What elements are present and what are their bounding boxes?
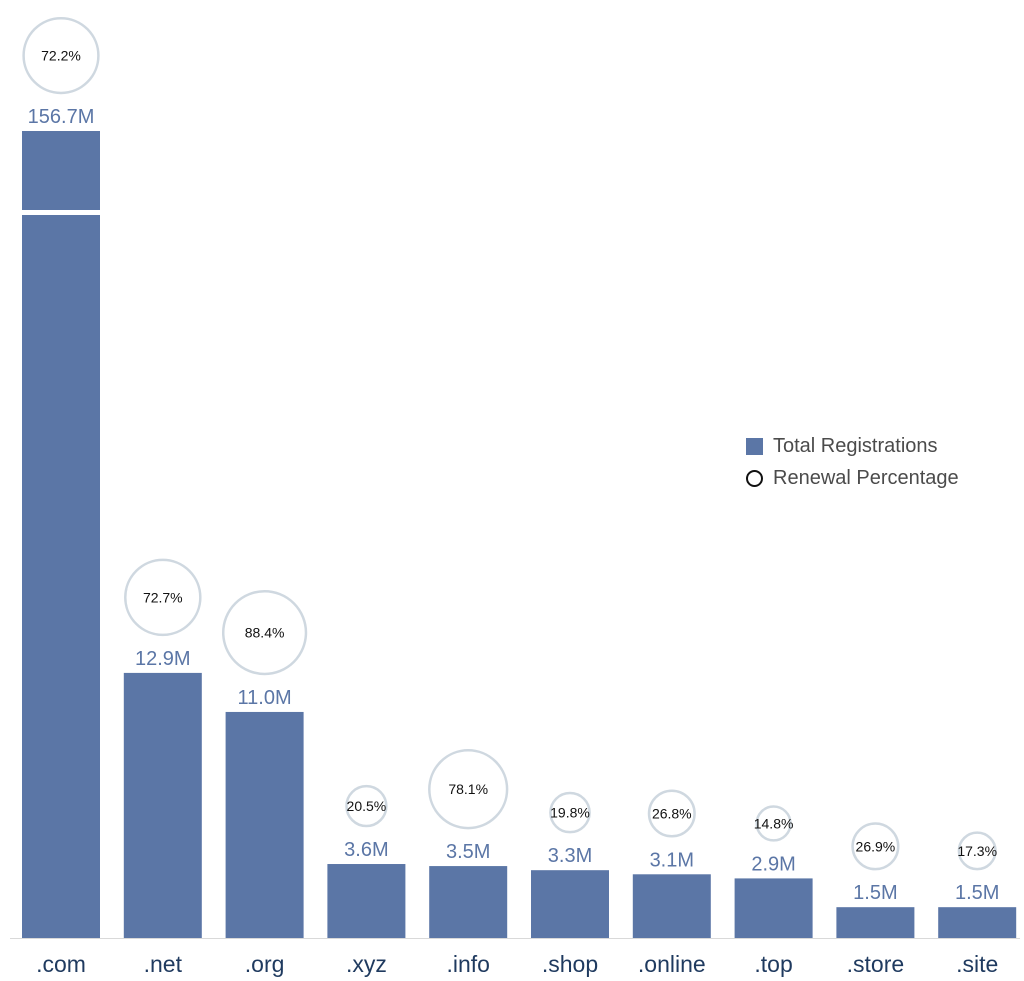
bar [429, 866, 508, 938]
renewal-percentage-label: 78.1% [448, 781, 488, 797]
legend-item-renewal-percentage: Renewal Percentage [746, 462, 1006, 494]
axis-break-layer [21, 210, 101, 215]
renewal-circle [957, 831, 997, 871]
category-label: .com [36, 951, 86, 977]
bar [225, 711, 304, 938]
renewal-percentage-label: 14.8% [754, 815, 794, 831]
bar [836, 907, 915, 938]
renewal-circle [428, 749, 509, 830]
bar [123, 672, 202, 938]
bar [327, 864, 406, 938]
bar-value-label: 1.5M [853, 882, 897, 904]
legend: Total Registrations Renewal Percentage [746, 430, 1006, 494]
bars-layer [22, 131, 1017, 938]
renewal-circle [647, 789, 696, 838]
legend-label: Renewal Percentage [773, 466, 959, 489]
bar-value-label: 1.5M [955, 882, 999, 904]
legend-circle-icon [746, 469, 763, 487]
category-labels-layer: .com .net .org .xyz .info .shop .online .top .st… [36, 951, 998, 977]
bar-value-label: 3.6M [344, 839, 388, 861]
category-label: .xyz [346, 951, 387, 977]
bar-value-label: 3.1M [650, 849, 694, 871]
renewal-percentage-label: 26.8% [652, 806, 692, 822]
bar-value-label: 2.9M [751, 853, 795, 875]
renewal-percentage-label: 26.9% [856, 838, 896, 854]
axis-break-gap [21, 210, 101, 215]
renewal-circle [851, 822, 900, 871]
renewal-percentage-label: 88.4% [245, 625, 285, 641]
bar-value-label: 3.5M [446, 841, 490, 863]
renewal-percentage-label: 72.7% [143, 589, 183, 605]
bar-value-label: 3.3M [548, 845, 592, 867]
renewal-circle [345, 784, 388, 828]
legend-label: Total Registrations [773, 434, 938, 457]
bar-labels-layer: 156.7M 12.9M 11.0M 3.6M 3.5M 3.3M 3.1M 2.9M 1.5M… [28, 106, 1000, 904]
renewal-percentage-label: 72.2% [41, 48, 81, 64]
bar-value-label: 11.0M [238, 687, 292, 709]
category-label: .store [847, 951, 905, 977]
renewal-percentage-label: 19.8% [550, 805, 590, 821]
bar [22, 131, 100, 938]
bar-value-label: 156.7M [28, 106, 95, 128]
bar [531, 870, 609, 938]
renewal-circle [755, 805, 792, 842]
bar [632, 874, 711, 938]
category-label: .org [245, 951, 285, 977]
category-label: .net [144, 951, 183, 977]
renewal-circle [22, 16, 100, 95]
renewal-circle [549, 791, 591, 834]
bar [938, 907, 1017, 938]
category-label: .online [638, 951, 706, 977]
bar-value-label: 12.9M [135, 648, 191, 670]
renewal-circles-layer: 72.2% 72.7% 88.4% 20.5% 78.1% 19.8% 26.8% 14.8%… [22, 16, 997, 871]
legend-item-total-registrations: Total Registrations [746, 430, 1006, 462]
bar [734, 878, 813, 938]
category-label: .info [446, 951, 489, 977]
renewal-circle [124, 558, 202, 637]
renewal-percentage-label: 17.3% [957, 843, 997, 859]
category-label: .shop [542, 951, 598, 977]
category-label: .site [956, 951, 998, 977]
renewal-percentage-label: 20.5% [347, 798, 387, 814]
legend-square-icon [746, 437, 763, 455]
renewal-circle [221, 589, 308, 676]
category-label: .top [754, 951, 792, 977]
